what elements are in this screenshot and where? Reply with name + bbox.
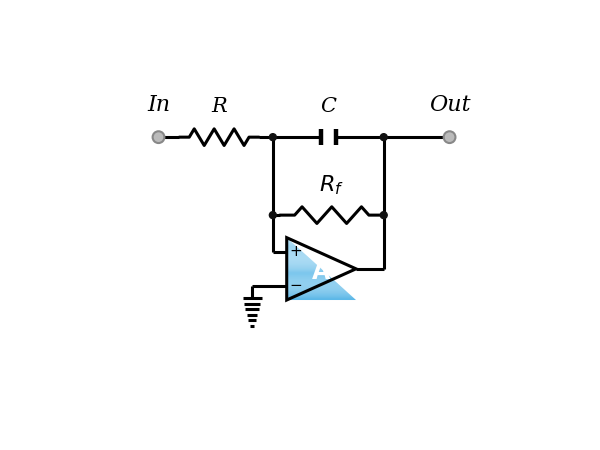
Polygon shape — [287, 284, 340, 285]
Polygon shape — [287, 299, 356, 300]
Polygon shape — [287, 244, 295, 245]
Polygon shape — [287, 264, 317, 265]
Polygon shape — [287, 261, 314, 263]
Text: C: C — [320, 97, 336, 116]
Polygon shape — [287, 253, 305, 254]
Polygon shape — [287, 258, 311, 260]
Polygon shape — [287, 246, 297, 247]
Polygon shape — [287, 238, 288, 239]
Polygon shape — [287, 277, 332, 278]
Text: R: R — [211, 97, 227, 116]
Text: +: + — [289, 244, 302, 260]
Polygon shape — [287, 290, 346, 291]
Polygon shape — [287, 288, 344, 290]
Polygon shape — [287, 240, 290, 241]
Polygon shape — [287, 295, 352, 296]
Polygon shape — [287, 297, 354, 298]
Polygon shape — [287, 272, 326, 273]
Circle shape — [269, 212, 277, 219]
Polygon shape — [287, 242, 292, 243]
Polygon shape — [287, 252, 304, 253]
Circle shape — [380, 212, 387, 219]
Polygon shape — [287, 281, 337, 282]
Polygon shape — [287, 274, 328, 275]
Polygon shape — [287, 282, 338, 284]
Polygon shape — [287, 292, 348, 293]
Polygon shape — [287, 241, 292, 242]
Polygon shape — [287, 247, 298, 248]
Polygon shape — [287, 279, 334, 280]
Polygon shape — [287, 280, 335, 281]
Polygon shape — [287, 268, 322, 269]
Polygon shape — [287, 285, 341, 287]
Polygon shape — [287, 276, 331, 277]
Polygon shape — [287, 267, 320, 268]
Text: −: − — [289, 278, 302, 293]
Polygon shape — [287, 293, 349, 294]
Polygon shape — [287, 298, 355, 299]
Polygon shape — [287, 275, 329, 276]
Polygon shape — [287, 291, 347, 292]
Polygon shape — [287, 263, 316, 264]
Polygon shape — [287, 270, 323, 271]
Polygon shape — [287, 271, 325, 272]
Polygon shape — [287, 287, 342, 288]
Polygon shape — [287, 248, 299, 249]
Polygon shape — [287, 254, 307, 255]
Polygon shape — [287, 250, 302, 251]
Polygon shape — [287, 251, 303, 252]
Circle shape — [269, 134, 277, 140]
Polygon shape — [287, 278, 333, 279]
Circle shape — [443, 131, 455, 143]
Polygon shape — [287, 296, 353, 297]
Polygon shape — [287, 294, 350, 295]
Text: In: In — [147, 94, 170, 116]
Polygon shape — [287, 245, 296, 246]
Text: A: A — [312, 260, 331, 284]
Circle shape — [152, 131, 164, 143]
Polygon shape — [287, 260, 312, 261]
Circle shape — [380, 134, 387, 140]
Polygon shape — [287, 249, 301, 250]
Polygon shape — [287, 273, 327, 274]
Polygon shape — [287, 243, 293, 244]
Polygon shape — [287, 238, 289, 240]
Polygon shape — [287, 266, 319, 267]
Text: Out: Out — [429, 94, 470, 116]
Polygon shape — [287, 257, 310, 258]
Polygon shape — [287, 269, 323, 270]
Polygon shape — [287, 255, 308, 256]
Text: $R_f$: $R_f$ — [319, 174, 344, 197]
Polygon shape — [287, 256, 308, 257]
